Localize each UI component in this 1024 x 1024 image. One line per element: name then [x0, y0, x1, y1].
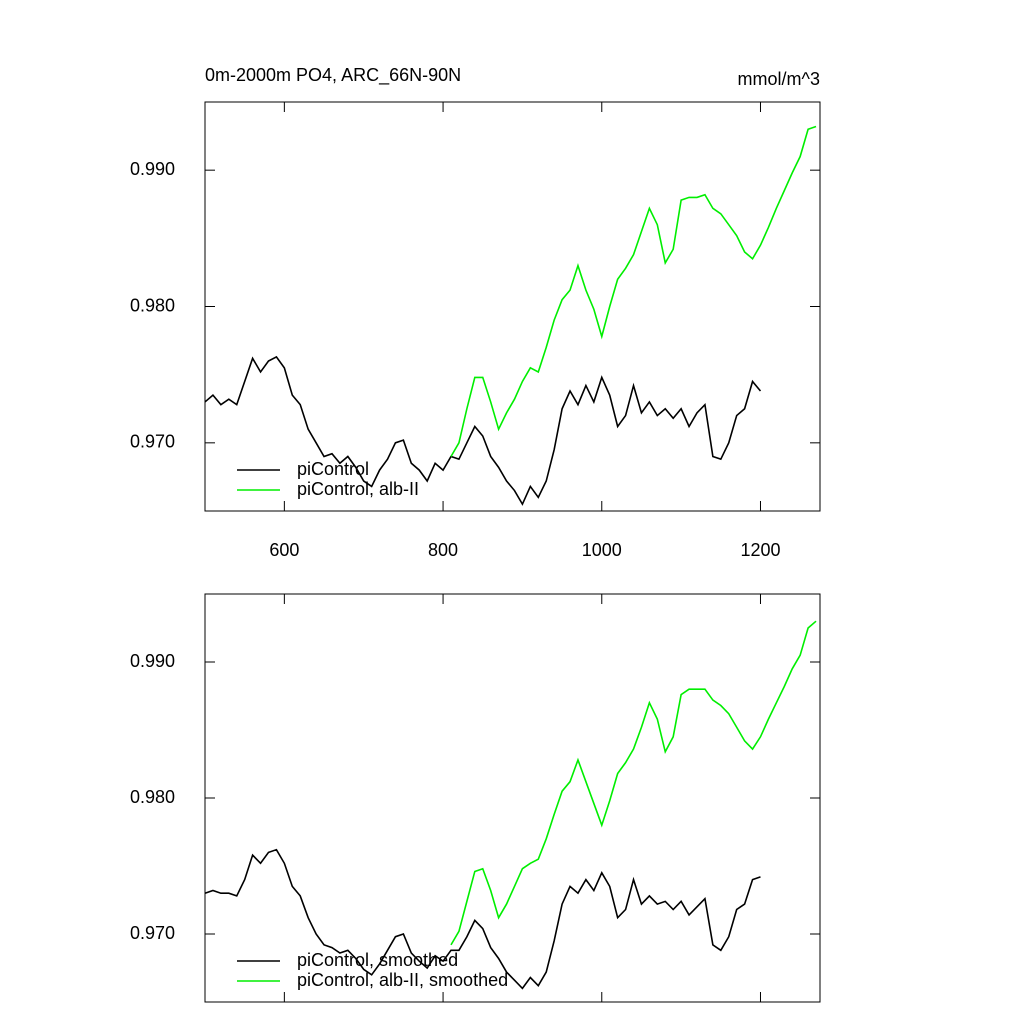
legend-label: piControl	[297, 459, 369, 479]
plot-frame	[204, 101, 821, 512]
y-tick-label: 0.980	[130, 295, 175, 315]
series-line	[204, 848, 761, 990]
legend-label: piControl, alb-II	[297, 479, 419, 499]
x-tick-label: 800	[428, 540, 458, 560]
y-tick-label: 0.980	[130, 787, 175, 807]
x-tick-label: 1200	[740, 540, 780, 560]
y-tick-label: 0.990	[130, 159, 175, 179]
series-line	[450, 125, 817, 457]
x-tick-label: 1000	[582, 540, 622, 560]
series-line	[450, 620, 817, 946]
legend-label: piControl, alb-II, smoothed	[297, 970, 508, 990]
y-tick-label: 0.990	[130, 651, 175, 671]
legend-label: piControl, smoothed	[297, 950, 458, 970]
plot-frame	[204, 593, 821, 1003]
series-line	[204, 355, 762, 506]
y-tick-label: 0.970	[130, 923, 175, 943]
x-tick-label: 600	[269, 540, 299, 560]
units-label: mmol/m^3	[738, 69, 820, 89]
chart-title: 0m-2000m PO4, ARC_66N-90N	[205, 65, 461, 86]
y-tick-label: 0.970	[130, 432, 175, 452]
